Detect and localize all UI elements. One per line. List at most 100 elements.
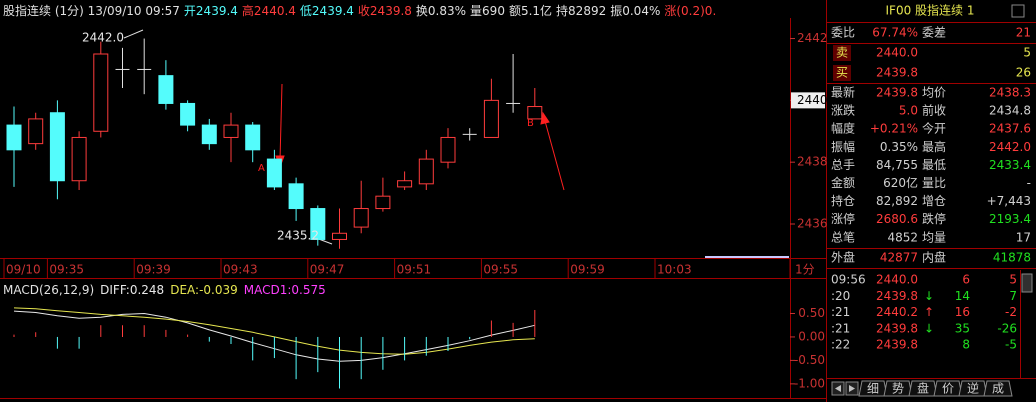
candle-body	[332, 232, 347, 240]
quote-label: 最高	[922, 139, 946, 154]
tick-price: 2439.8	[876, 338, 918, 352]
quote-value: 620亿	[883, 175, 918, 190]
quote-value: 84,755	[876, 158, 918, 172]
quote-label: 委比	[831, 26, 855, 40]
legend-entry: DEA:-0.039	[170, 283, 238, 297]
header-field: 额5.1亿	[509, 3, 552, 18]
quote-label: 金额	[831, 175, 855, 190]
scroll-handle[interactable]	[1021, 273, 1033, 293]
quote-title: IF00 股指连续 1	[886, 3, 975, 18]
quote-label: 前收	[922, 103, 946, 118]
header-field: 高2440.4	[242, 3, 296, 18]
quote-label: 涨跌	[831, 103, 855, 118]
candle-body	[483, 99, 499, 138]
indicator-title: MACD(26,12,9)	[3, 283, 94, 297]
tick-volume: 8	[962, 338, 970, 352]
tick-change: 5	[1009, 273, 1017, 287]
legend-entry: DIFF:0.248	[100, 283, 164, 297]
x-tick-label: 09:55	[483, 263, 518, 277]
annotation: A	[258, 163, 265, 174]
period-label: 1分	[795, 263, 815, 277]
header-field: 股指连续 (1分) 13/09/10 09:57	[3, 3, 180, 18]
tab[interactable]: 细	[867, 382, 879, 396]
quote-value: +0.21%	[870, 122, 918, 136]
quote-value: 4852	[887, 230, 918, 244]
quote-value: 17	[1016, 230, 1031, 244]
candle-body	[266, 158, 282, 188]
quote-label: 总笔	[831, 229, 855, 244]
quote-value: 21	[1016, 26, 1031, 40]
candle-body	[93, 53, 109, 132]
quote-label: 幅度	[831, 121, 855, 136]
book-side: 卖	[836, 46, 848, 60]
quote-label: 涨停	[831, 211, 855, 226]
y-tick-label: 2440	[797, 93, 828, 107]
tab[interactable]: 成	[992, 382, 1004, 396]
y-tick-label: -0.50	[794, 353, 825, 367]
tick-volume: 16	[955, 305, 970, 319]
tick-price: 2439.8	[876, 289, 918, 303]
tick-change: -26	[997, 321, 1017, 335]
legend: MACD(26,12,9) DIFF:0.248 DEA:-0.039 MACD1:0…	[3, 283, 326, 297]
candle-body	[71, 136, 87, 182]
quote-value: 2442.0	[989, 140, 1031, 154]
tick-dir: ↑	[924, 305, 934, 319]
x-tick-label: 09:47	[310, 263, 345, 277]
tab[interactable]: 逆	[967, 381, 979, 396]
header-field: 振0.04%	[610, 4, 660, 18]
quote-value: 2434.8	[989, 104, 1031, 118]
quote-label: 增仓	[922, 194, 946, 208]
quote-value: 41878	[993, 251, 1031, 265]
tick-price: 2439.8	[876, 321, 918, 335]
x-tick-label: 09:35	[49, 263, 84, 277]
x-tick-label: 09:43	[223, 263, 258, 277]
tick-time: :20	[831, 289, 850, 303]
tick-time: :21	[831, 321, 850, 335]
candle-body	[288, 183, 304, 210]
candle-body	[310, 208, 326, 240]
tick-change: -2	[1005, 305, 1017, 319]
quote-value: 0.35%	[880, 140, 918, 154]
x-tick-label: 09:39	[136, 263, 171, 277]
quote-value: 67.74%	[872, 26, 918, 40]
tab[interactable]: 价	[942, 382, 954, 396]
tick-time: :21	[831, 305, 850, 319]
quote-value: 42877	[880, 251, 918, 265]
header-field: 涨(0.2)0.	[664, 3, 716, 18]
tab[interactable]: 势	[892, 382, 904, 396]
window-icon[interactable]	[1011, 4, 1025, 18]
y-tick-label: 2438	[797, 155, 828, 169]
header-field: 低2439.4	[300, 4, 354, 18]
header-field: 收2439.8	[358, 4, 412, 18]
quote-label: 最低	[922, 158, 946, 172]
book-price: 2439.8	[876, 66, 918, 80]
quote-label: 均价	[922, 86, 946, 100]
book-side-bg	[833, 45, 851, 61]
quote-value: -	[1027, 176, 1031, 190]
header-field: 开2439.4	[184, 4, 238, 18]
y-tick-label: 2436	[797, 217, 828, 231]
quote-value: +7,443	[987, 194, 1031, 208]
tick-change: 7	[1009, 289, 1017, 303]
book-price: 2440.0	[876, 46, 918, 60]
candle-body	[6, 124, 22, 151]
quote-label: 最新	[831, 85, 855, 100]
tick-dir: ↓	[924, 289, 934, 303]
tab-arrows	[831, 381, 859, 396]
tab[interactable]: 盘	[917, 381, 929, 396]
tick-volume: 35	[955, 321, 970, 335]
candle-body	[223, 124, 239, 138]
quote-value: 2438.3	[989, 86, 1031, 100]
book-qty: 5	[1023, 46, 1031, 60]
y-tick-label: 2442	[797, 31, 828, 45]
quote-value: 2433.4	[989, 158, 1031, 172]
header-field: 量690	[470, 4, 505, 18]
header-field: 换0.83%	[416, 4, 466, 18]
quote-label: 跌停	[922, 211, 946, 226]
y-tick-label: 0.00	[798, 329, 825, 343]
book-side-bg	[833, 65, 851, 81]
quote-value: 2193.4	[989, 212, 1031, 226]
legend-entry: MACD1:0.575	[244, 283, 326, 297]
